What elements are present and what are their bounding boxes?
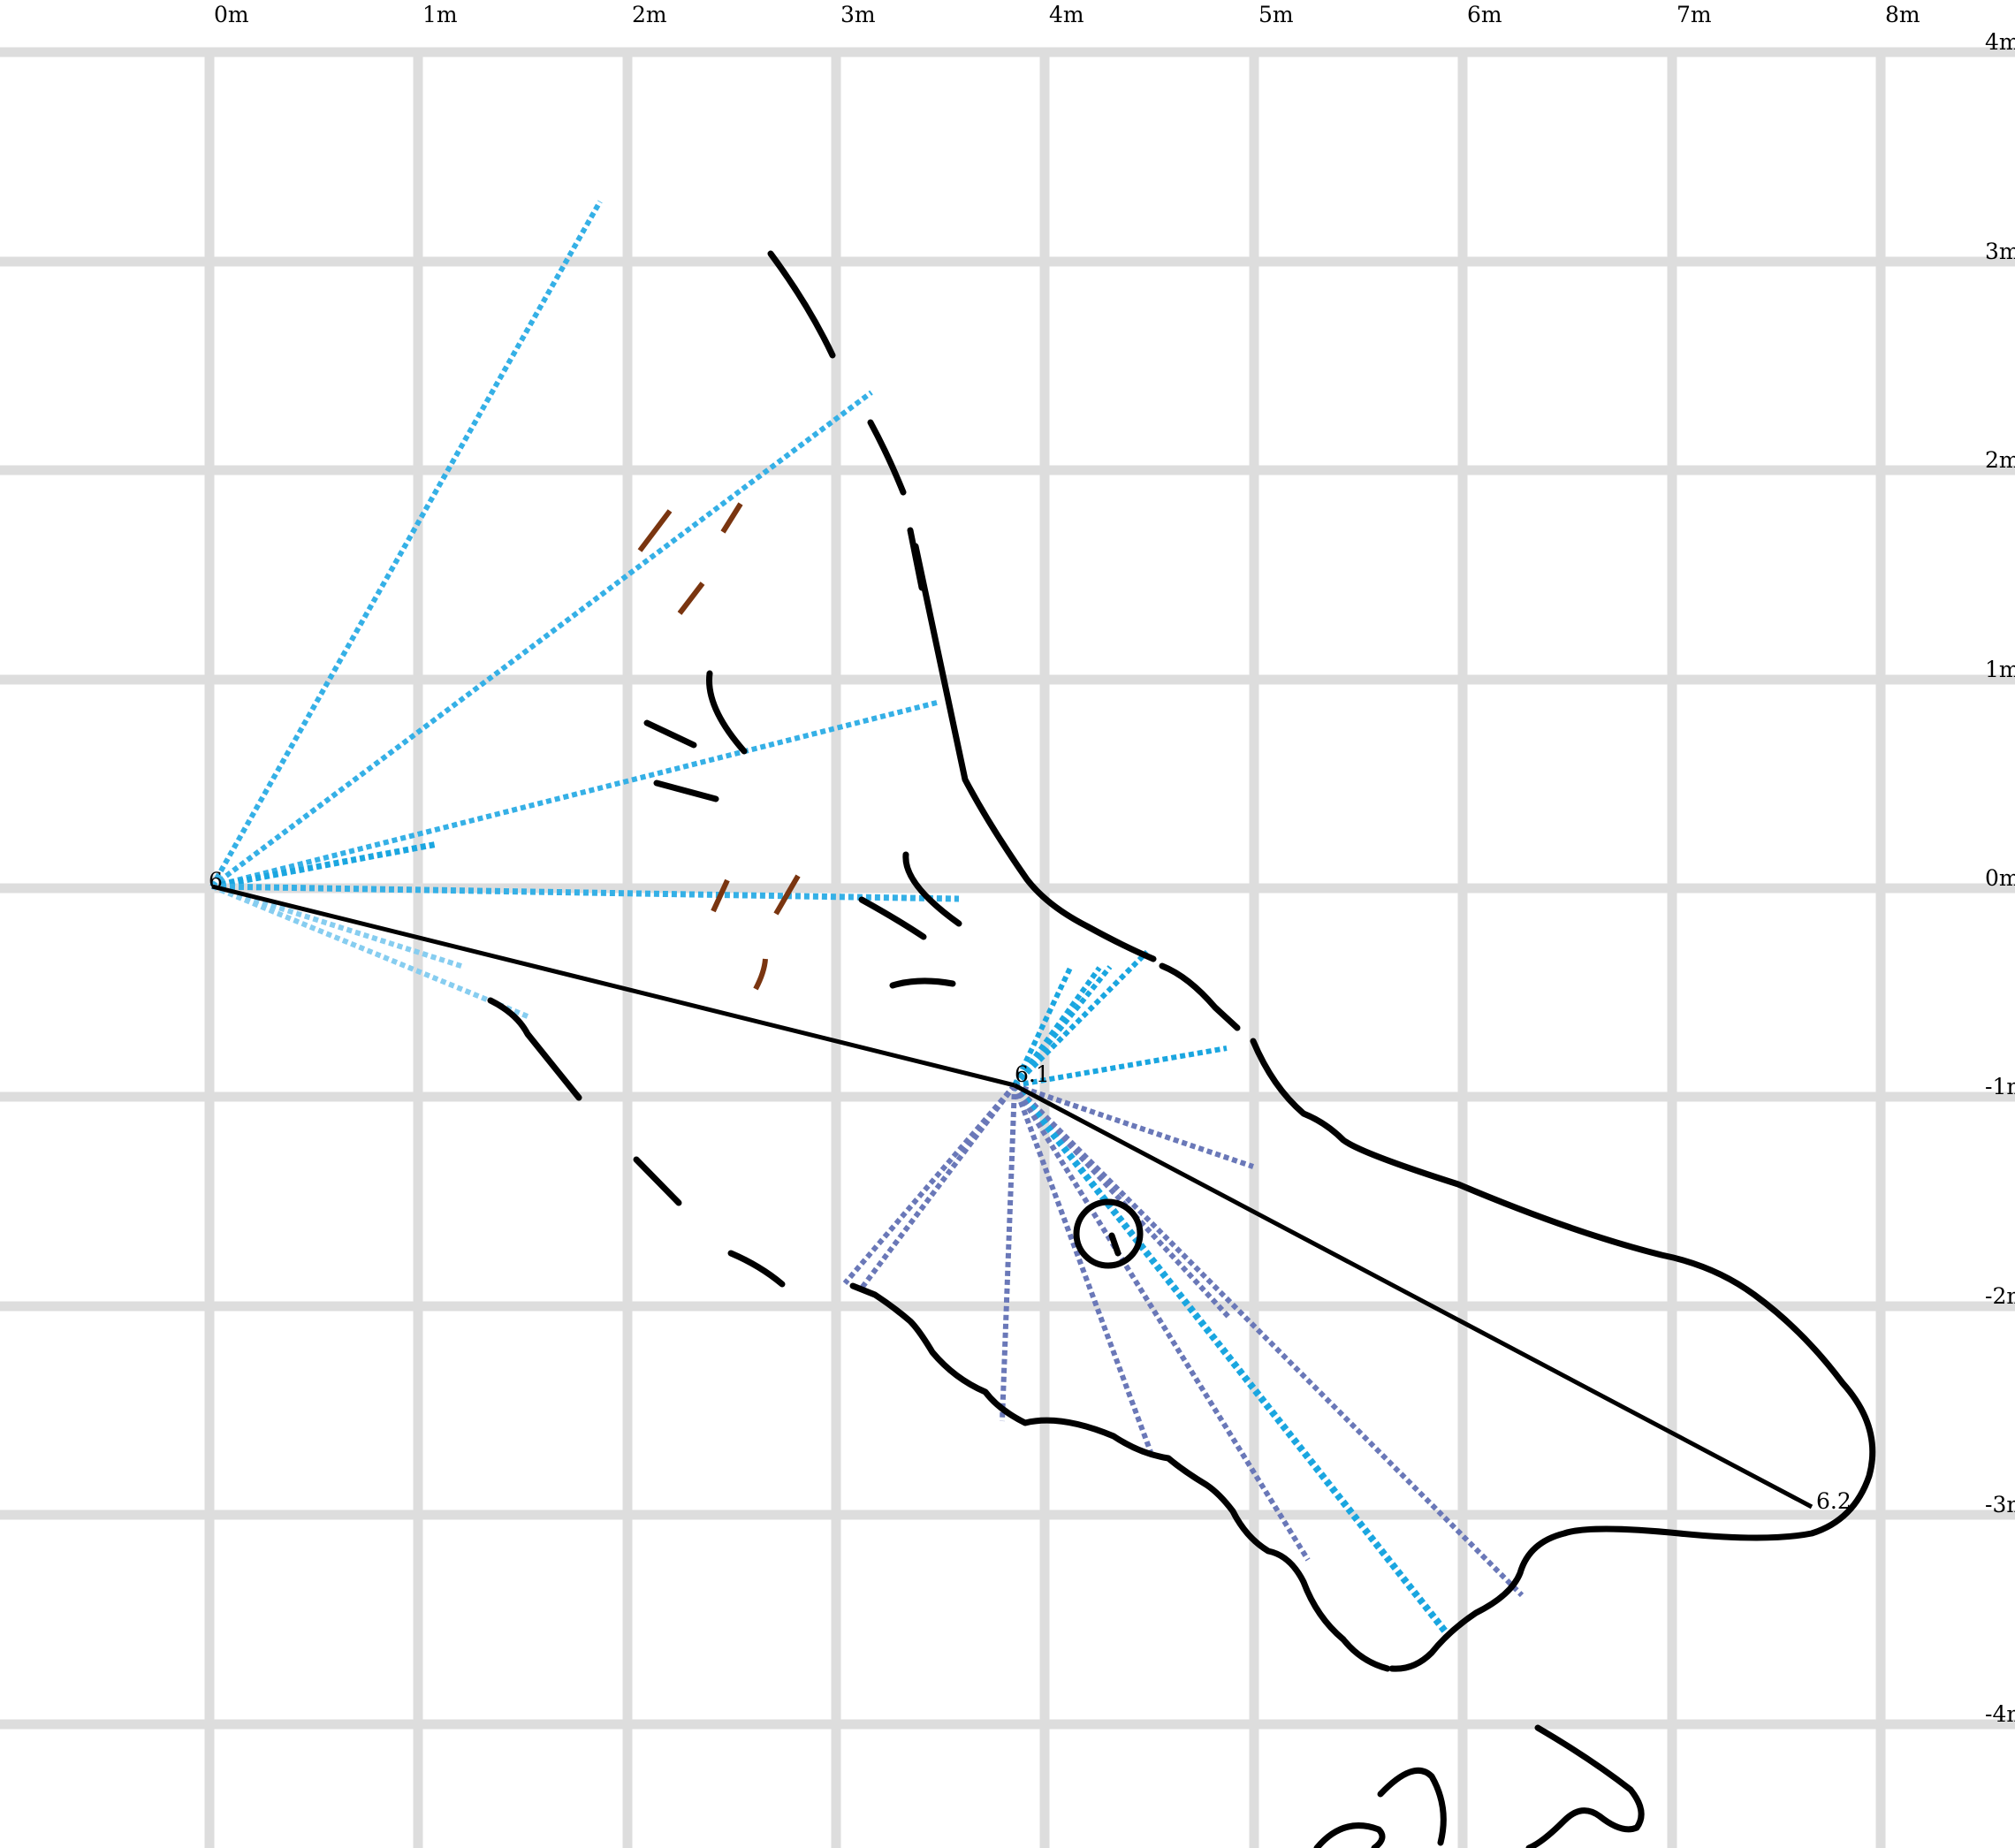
detail-dash bbox=[711, 878, 730, 913]
handwriting-stroke bbox=[1525, 1724, 1645, 1848]
handwriting-stroke bbox=[1313, 1822, 1386, 1848]
wall-detail bbox=[653, 780, 719, 802]
x-label: 6m bbox=[1467, 2, 1502, 27]
wall-left-lower bbox=[633, 1156, 682, 1206]
survey-shot-6-1-to-6-2 bbox=[1013, 1083, 1814, 1510]
x-label: 3m bbox=[840, 2, 876, 27]
detail-dash bbox=[773, 874, 801, 916]
station-labels: 6 6.1 6.2 bbox=[209, 868, 1852, 1514]
wall-detail bbox=[858, 896, 927, 940]
y-axis-labels: 4m 3m 2m 1m 0m -1m -2m -3m -4m bbox=[1985, 29, 2015, 1727]
detail-dash bbox=[637, 509, 673, 552]
wall-left-lower bbox=[487, 997, 582, 1101]
x-label: 5m bbox=[1258, 2, 1294, 27]
splay-line bbox=[210, 390, 873, 889]
splay-line bbox=[1000, 1084, 1017, 1422]
wall-detail bbox=[889, 977, 956, 989]
y-label: 0m bbox=[1985, 865, 2015, 891]
splay-line bbox=[1014, 1083, 1254, 1169]
splay-line bbox=[211, 884, 465, 970]
handwriting bbox=[1313, 1724, 1645, 1848]
floor-details bbox=[637, 502, 801, 991]
splay-line bbox=[211, 700, 938, 889]
handwriting-stroke bbox=[1377, 1767, 1447, 1846]
splay-line bbox=[1012, 949, 1150, 1088]
splay-line bbox=[211, 840, 438, 890]
x-axis-labels: 0m 1m 2m 3m 4m 5m 6m 7m 8m bbox=[214, 2, 1920, 27]
wall-detail bbox=[643, 719, 697, 749]
grid bbox=[0, 47, 2015, 1848]
wall-left-lower bbox=[727, 1250, 786, 1288]
splay-line bbox=[1012, 965, 1113, 1087]
wall-detail bbox=[705, 670, 748, 755]
wall-left-segment bbox=[867, 419, 907, 496]
survey-shot-6-to-6-1 bbox=[211, 884, 1015, 1088]
splay-line bbox=[210, 884, 529, 1019]
feature-circle bbox=[1073, 1198, 1144, 1269]
splay-line bbox=[1012, 966, 1102, 1087]
splay-line bbox=[1014, 1046, 1228, 1088]
splay-line bbox=[857, 1084, 1017, 1292]
x-label: 0m bbox=[214, 2, 249, 27]
cave-walls bbox=[487, 250, 1876, 1672]
splay-line bbox=[209, 200, 603, 888]
detail-dash bbox=[720, 502, 743, 534]
station-label-6-2: 6.2 bbox=[1816, 1488, 1852, 1514]
detail-dash bbox=[753, 958, 768, 991]
x-label: 2m bbox=[632, 2, 667, 27]
splay-line bbox=[1012, 1084, 1311, 1562]
wall-left-segment bbox=[767, 250, 836, 359]
y-label: 4m bbox=[1985, 29, 2015, 55]
x-label: 4m bbox=[1049, 2, 1084, 27]
y-label: -2m bbox=[1985, 1283, 2015, 1309]
y-label: -4m bbox=[1985, 1701, 2015, 1727]
feature-mark bbox=[1108, 1232, 1122, 1257]
y-label: -1m bbox=[1985, 1074, 2015, 1099]
wall-right-lower bbox=[1250, 1038, 1876, 1672]
y-label: 2m bbox=[1985, 447, 2015, 473]
survey-centerline bbox=[211, 884, 1814, 1510]
splay-rays-station-6-1 bbox=[842, 949, 1525, 1639]
x-label: 8m bbox=[1885, 2, 1920, 27]
y-label: -3m bbox=[1985, 1492, 2015, 1517]
detail-dash bbox=[677, 582, 705, 615]
station-label-6-1: 6.1 bbox=[1015, 1061, 1050, 1087]
splay-line bbox=[1012, 1083, 1525, 1598]
y-label: 3m bbox=[1985, 239, 2015, 264]
splay-line bbox=[1012, 1084, 1153, 1454]
wall-right-middle bbox=[1159, 962, 1241, 1031]
splay-rays-station-6 bbox=[209, 200, 960, 1019]
splay-line bbox=[1011, 1083, 1453, 1639]
station-label-6: 6 bbox=[209, 868, 223, 894]
x-label: 1m bbox=[422, 2, 458, 27]
splay-line bbox=[1012, 964, 1074, 1087]
wall-right-upper bbox=[912, 543, 1157, 962]
splay-line bbox=[211, 883, 960, 902]
wall-floor bbox=[849, 1282, 1391, 1672]
wall-detail bbox=[902, 851, 962, 927]
y-label: 1m bbox=[1985, 657, 2015, 682]
x-label: 7m bbox=[1677, 2, 1712, 27]
splay-line bbox=[842, 1084, 1017, 1285]
